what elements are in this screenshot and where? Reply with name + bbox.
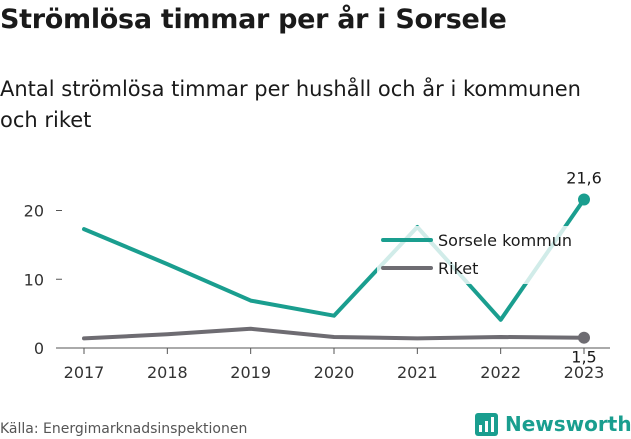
x-tick-label: 2019 (230, 363, 271, 382)
y-tick-label: 20 (24, 202, 44, 221)
x-tick-label: 2018 (147, 363, 188, 382)
newsworthy-logo[interactable]: Newsworthy (475, 409, 631, 439)
series-line-riket (82, 326, 586, 341)
legend-label-riket: Riket (438, 259, 478, 278)
end-value-label: 21,6 (566, 169, 602, 188)
x-tick-label: 2017 (64, 363, 105, 382)
y-tick-label: 10 (24, 270, 44, 289)
y-tick-label: 0 (34, 339, 44, 358)
brand-name: Newsworthy (505, 412, 631, 436)
x-tick-label: 2023 (564, 363, 605, 382)
end-point-sorsele-kommun (578, 193, 590, 206)
legend-label-sorsele-kommun: Sorsele kommun (438, 231, 572, 250)
x-tick-label: 2020 (314, 363, 355, 382)
x-tick-label: 2021 (397, 363, 438, 382)
chart-title: Strömlösa timmar per år i Sorsele (0, 4, 507, 35)
x-tick-label: 2022 (480, 363, 521, 382)
newsworthy-logo-icon (475, 412, 498, 436)
legend-background (377, 226, 602, 284)
source-note: Källa: Energimarknadsinspektionen (0, 421, 248, 437)
chart-subtitle: Antal strömlösa timmar per hushåll och å… (0, 77, 581, 132)
end-point-riket (578, 331, 590, 344)
end-value-label: 1,5 (571, 348, 596, 367)
series-line-sorsele-kommun (82, 197, 586, 322)
